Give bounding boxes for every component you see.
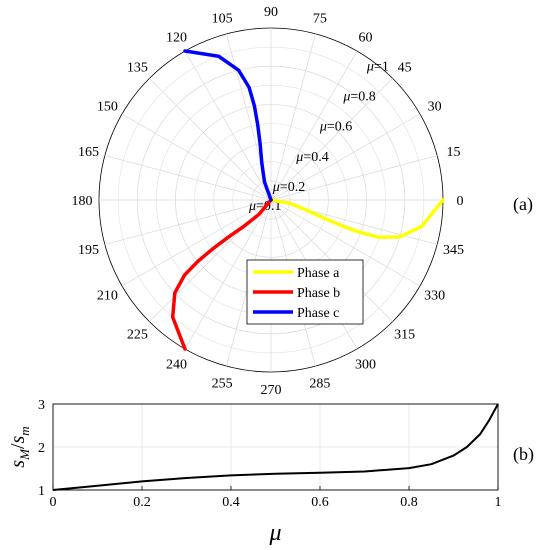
x-tick-label: 0.6 [311,495,329,510]
angle-tick-label: 315 [394,328,415,343]
legend-entry-label: Phase b [297,286,340,301]
angle-tick-label: 75 [313,11,327,26]
angle-tick-label: 60 [359,30,373,45]
x-tick-label: 0.4 [222,495,240,510]
polar-grid-spoke [121,199,272,287]
angle-tick-label: 210 [97,289,118,304]
angle-tick-label: 0 [457,194,464,209]
polar-grid-spoke [104,155,272,201]
radial-tick-label: μ=1 [366,59,389,74]
angle-tick-label: 120 [166,30,187,45]
angle-tick-label: 165 [78,145,99,160]
series-line-phase-c [183,49,273,202]
angle-tick-label: 150 [97,100,118,115]
line-chart: 0 0.2 0.4 0.6 0.8 1 1 2 3 μ sM/sm [7,398,502,546]
chart-legend: Phase a Phase b Phase c [246,259,364,325]
angle-tick-label: 300 [355,358,376,373]
y-tick-label: 3 [38,398,45,413]
polar-grid-spoke [270,155,438,201]
polar-chart: 0 15 30 45 60 75 90 105 120 135 150 165 180 195 210 225… [72,5,465,398]
angle-tick-label: 105 [212,11,233,26]
y-axis-label: sM/sm [7,426,32,467]
x-tick-label: 1 [495,495,502,510]
series-line-phase-a [269,198,445,240]
angle-tick-label: 270 [261,383,282,398]
polar-grid-spoke [104,199,272,245]
x-axis-label: μ [268,520,281,546]
angle-tick-label: 345 [443,243,464,258]
panel-label-a: (a) [513,194,533,215]
plot-frame [52,403,499,491]
angle-tick-label: 180 [72,194,93,209]
polar-grid-spoke [184,199,272,350]
panel-label-b: (b) [513,444,534,465]
polar-grid-spoke [270,113,421,201]
x-tick-label: 0.2 [133,495,151,510]
polar-grid-spoke [121,113,272,201]
angle-tick-label: 30 [428,100,442,115]
angle-tick-label: 195 [78,243,99,258]
legend-entry-label: Phase a [297,266,340,281]
radial-tick-label: μ=0.8 [342,90,375,105]
radial-tick-label: μ=0.2 [272,180,305,195]
x-tick-label: 0 [50,495,57,510]
polar-grid-spoke [270,199,421,287]
angle-tick-label: 45 [398,60,412,75]
polar-grid-spoke [184,50,272,201]
angle-tick-label: 255 [212,377,233,392]
polar-grid-spoke [270,50,358,201]
series-line-phase-b [170,198,273,351]
angle-tick-label: 240 [166,358,187,373]
y-tick-label: 1 [38,484,45,499]
polar-grid-spoke [270,33,316,201]
y-tick-label: 2 [38,441,45,456]
series-line [52,403,499,491]
angle-tick-label: 330 [424,289,445,304]
polar-grid-spoke [149,78,272,201]
radial-tick-label: μ=0.4 [295,150,328,165]
polar-grid-spoke [270,78,393,201]
angle-tick-label: 15 [447,145,461,160]
angle-tick-label: 225 [127,328,148,343]
radial-tick-label: μ=0.6 [319,120,352,135]
angle-tick-label: 135 [127,60,148,75]
x-tick-label: 0.8 [400,495,418,510]
angle-tick-label: 90 [264,5,278,20]
angle-tick-label: 285 [309,377,330,392]
legend-entry-label: Phase c [297,306,339,321]
